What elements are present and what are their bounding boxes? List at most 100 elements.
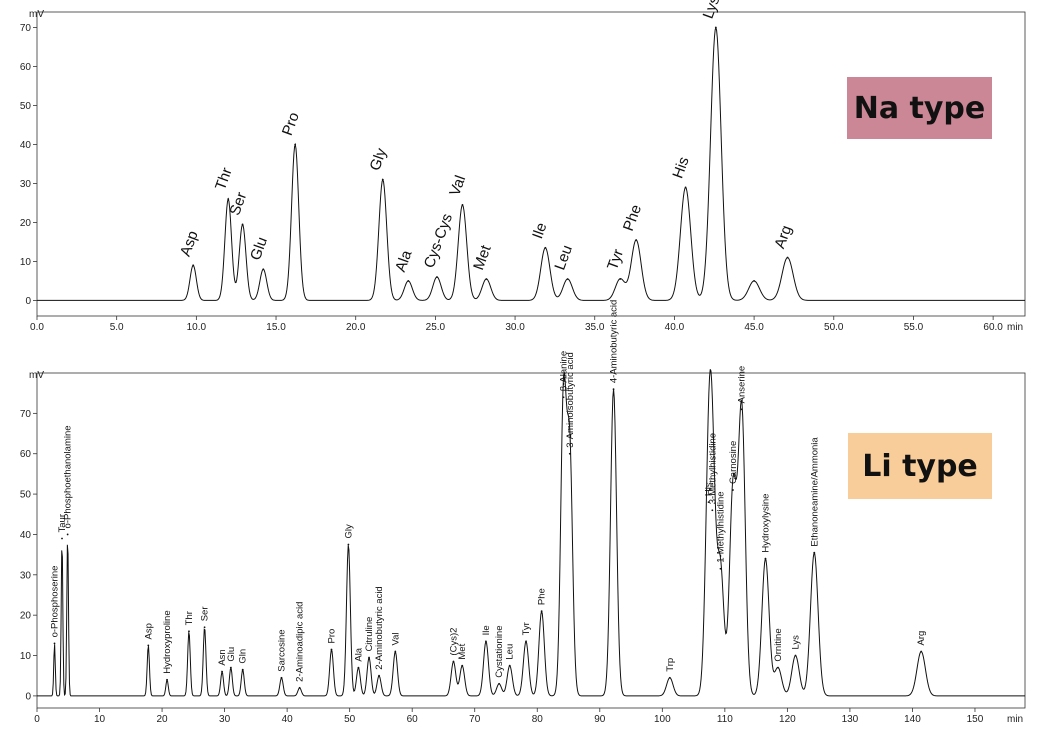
peak-point: [61, 537, 63, 540]
x-tick-label: 25.0: [426, 322, 446, 333]
peak-label: 3-Aminoisobutyric acid: [565, 352, 576, 448]
peak-label: o-Phosphoethanolamine: [63, 425, 74, 528]
plot-frame: [36, 372, 1026, 709]
peak-label: Ser: [226, 190, 250, 218]
x-tick-label: 15.0: [266, 322, 286, 333]
peak-point: [357, 666, 360, 669]
peak-label: (Cys)2: [448, 628, 459, 656]
y-tick-label: 0: [25, 296, 31, 307]
peak-label: Val: [390, 632, 401, 645]
peak-point: [485, 640, 487, 643]
x-tick-label: 110: [717, 714, 733, 725]
peak-point: [707, 501, 710, 504]
peak-label: Ornitine: [773, 628, 784, 661]
type-badge: [847, 77, 992, 139]
peak-label: Leu: [505, 644, 516, 660]
plot-frame: [36, 11, 1026, 317]
peak-label: Ile: [481, 625, 492, 635]
peak-point: [544, 246, 547, 249]
peak-point: [714, 26, 717, 29]
x-tick-label: 60.0: [983, 322, 1003, 333]
x-axis-unit: min: [1007, 322, 1023, 333]
y-tick-label: 70: [20, 23, 32, 34]
x-tick-label: 20: [157, 714, 169, 725]
y-tick-label: 40: [20, 140, 32, 151]
peak-label: Tyr: [521, 622, 532, 635]
y-tick-label: 40: [20, 530, 32, 541]
peak-label: 4-Aminobutyric acid: [609, 300, 620, 383]
y-tick-label: 30: [20, 570, 32, 581]
peak-label: 2-Aminobutyric acid: [374, 586, 385, 669]
peak-point: [294, 143, 297, 146]
chart-panel-1: 0 10 20 30 40 50 60 70 0 10 20 30 40 50 60 70 80 90 100 110…: [20, 300, 1026, 725]
peak-point: [229, 666, 232, 669]
x-tick-label: 80: [532, 714, 544, 725]
peak-point: [227, 198, 230, 200]
peak-point: [566, 278, 569, 280]
peak-label: Ser: [200, 606, 211, 621]
peak-point: [635, 239, 638, 241]
y-axis-unit: mV: [29, 9, 44, 20]
y-tick-label: 70: [20, 409, 32, 420]
peak-label: Thr: [212, 165, 236, 192]
peak-point: [368, 656, 370, 659]
x-tick-label: 60: [407, 714, 419, 725]
peak-label: Gly: [343, 524, 354, 539]
peak-point: [711, 509, 714, 512]
x-tick-label: 130: [842, 714, 859, 725]
peak-point: [53, 642, 56, 645]
y-tick-label: 60: [20, 449, 32, 460]
peak-label: Cystationine: [494, 626, 505, 678]
x-tick-label: 45.0: [744, 322, 764, 333]
y-tick-label: 0: [25, 691, 31, 702]
peak-label: Gln: [238, 649, 249, 664]
peak-point: [452, 660, 455, 663]
peak-point: [381, 178, 384, 181]
x-tick-label: 20.0: [346, 322, 366, 333]
peak-label: Phe: [620, 202, 645, 233]
y-axis-unit: mV: [29, 370, 44, 381]
peak-label: Glu: [226, 647, 237, 662]
peak-label: Lys: [700, 0, 724, 21]
peak-point: [813, 551, 816, 554]
chromatogram-trace: [37, 369, 1025, 697]
peak-point: [66, 533, 69, 536]
peak-label: His: [669, 155, 692, 181]
peak-point: [298, 686, 301, 689]
peak-label: Glu: [247, 235, 271, 263]
x-tick-label: 150: [967, 714, 984, 725]
peak-point: [920, 650, 923, 653]
peak-point: [562, 396, 565, 399]
peak-point: [241, 223, 244, 226]
peak-point: [436, 276, 438, 278]
x-tick-label: 50: [344, 714, 356, 725]
x-tick-label: 50.0: [824, 322, 844, 333]
peak-label: Taur: [57, 514, 68, 532]
peak-point: [619, 278, 622, 280]
peak-point: [540, 610, 543, 613]
peak-label: Asp: [143, 623, 154, 639]
type-badge: [848, 433, 992, 499]
x-tick-label: 30: [219, 714, 231, 725]
x-tick-label: 140: [904, 714, 921, 725]
peak-point: [684, 186, 687, 189]
peak-point: [330, 648, 333, 651]
x-tick-label: 40.0: [665, 322, 685, 333]
y-tick-label: 60: [20, 62, 32, 73]
x-tick-label: 0.0: [30, 322, 44, 333]
y-tick-label: 10: [20, 257, 32, 268]
x-tick-label: 30.0: [505, 322, 525, 333]
x-tick-label: 35.0: [585, 322, 605, 333]
peak-point: [262, 268, 265, 271]
peak-label: His: [704, 482, 715, 496]
peak-label: Carnosine: [728, 441, 739, 484]
peak-label: Sarcosine: [276, 629, 287, 671]
peak-point: [347, 543, 350, 546]
peak-label: Trp: [665, 658, 676, 672]
type-badge-label: Na type: [854, 91, 986, 126]
x-tick-label: 100: [654, 714, 671, 725]
x-tick-label: 0: [34, 714, 40, 725]
type-badge-label: Li type: [862, 449, 978, 484]
peak-point: [794, 654, 797, 657]
